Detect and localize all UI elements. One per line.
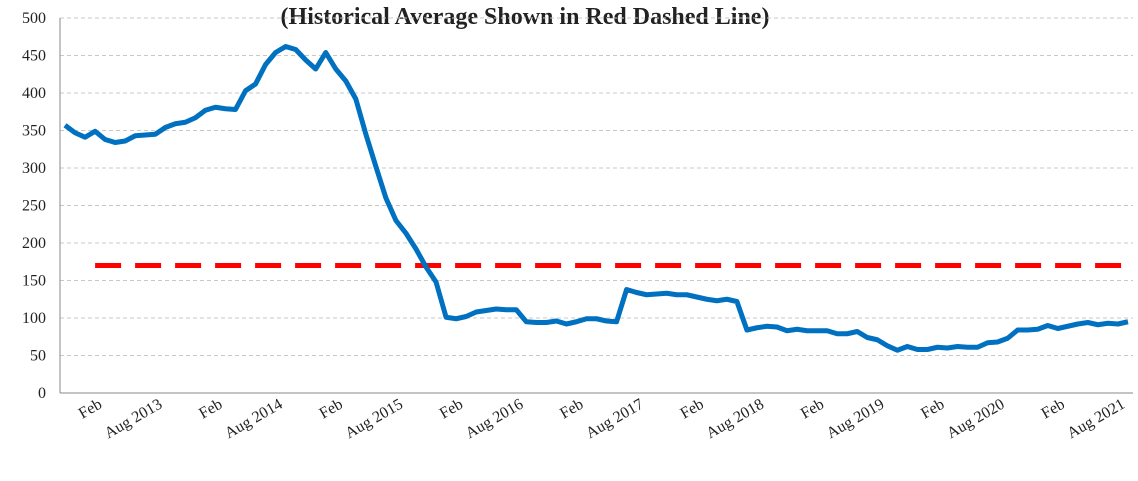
y-tick-label: 100 [22,310,46,327]
data-line [63,44,1129,353]
y-tick-label: 50 [30,348,46,365]
y-tick-label: 500 [22,10,46,27]
x-tick-label: Aug 2019 [824,396,888,443]
y-tick-label: 150 [22,273,46,290]
x-tick-label: Aug 2017 [583,396,647,443]
x-tick-label: Aug 2018 [703,396,767,443]
chart-title: (Historical Average Shown in Red Dashed … [281,4,770,30]
x-tick-label: Aug 2020 [944,396,1008,443]
x-tick-label: Aug 2014 [222,396,286,443]
y-tick-label: 200 [22,235,46,252]
x-tick-label: Feb [677,396,706,423]
x-tick-label: Feb [316,396,345,423]
x-tick-label: Feb [798,396,827,423]
x-tick-label: Feb [76,396,105,423]
x-tick-label: Feb [1039,396,1068,423]
x-tick-label: Aug 2021 [1064,396,1128,443]
x-tick-label: Aug 2015 [342,396,406,443]
y-tick-label: 400 [22,85,46,102]
y-tick-label: 450 [22,48,46,65]
x-tick-label: Feb [557,396,586,423]
x-tick-label: Aug 2016 [463,396,527,443]
y-tick-label: 300 [22,160,46,177]
y-tick-label: 250 [22,198,46,215]
y-tick-label: 0 [38,385,46,402]
y-tick-label: 350 [22,123,46,140]
x-tick-label: Feb [918,396,947,423]
x-tick-label: Aug 2013 [102,396,166,443]
x-tick-label: Feb [437,396,466,423]
x-tick-label: Feb [196,396,225,423]
